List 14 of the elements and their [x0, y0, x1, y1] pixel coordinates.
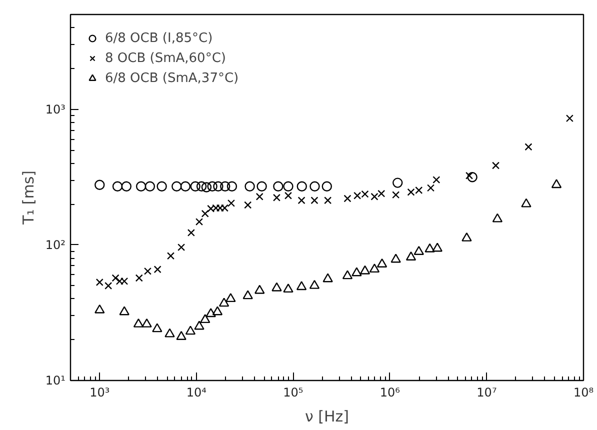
x-tick-label: 10⁵	[283, 386, 304, 400]
y-tick-label: 10²	[45, 238, 66, 252]
x-axis-title: ν [Hz]	[305, 408, 350, 426]
legend-label: 6/8 OCB (I,85°C)	[105, 30, 213, 46]
y-tick-label: 10¹	[45, 374, 66, 388]
x-tick-label: 10³	[90, 386, 110, 400]
x-tick-label: 10⁶	[380, 386, 400, 400]
legend-label: 8 OCB (SmA,60°C)	[105, 50, 226, 66]
x-tick-label: 10⁷	[476, 386, 497, 400]
y-tick-label: 10³	[45, 102, 66, 116]
x-tick-label: 10⁴	[186, 386, 207, 400]
y-axis-title: T₁ [ms]	[19, 170, 38, 226]
x-tick-label: 10⁸	[573, 386, 594, 400]
legend-label: 6/8 OCB (SmA,37°C)	[105, 70, 239, 86]
